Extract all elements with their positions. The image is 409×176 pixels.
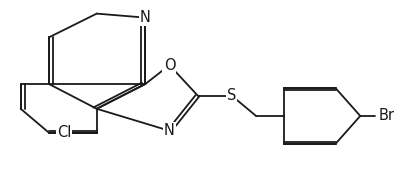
Text: S: S [226, 88, 236, 103]
Text: Br: Br [378, 108, 394, 123]
Text: O: O [163, 58, 175, 73]
Text: Cl: Cl [57, 125, 71, 140]
Text: N: N [164, 123, 175, 138]
Text: N: N [139, 10, 151, 25]
